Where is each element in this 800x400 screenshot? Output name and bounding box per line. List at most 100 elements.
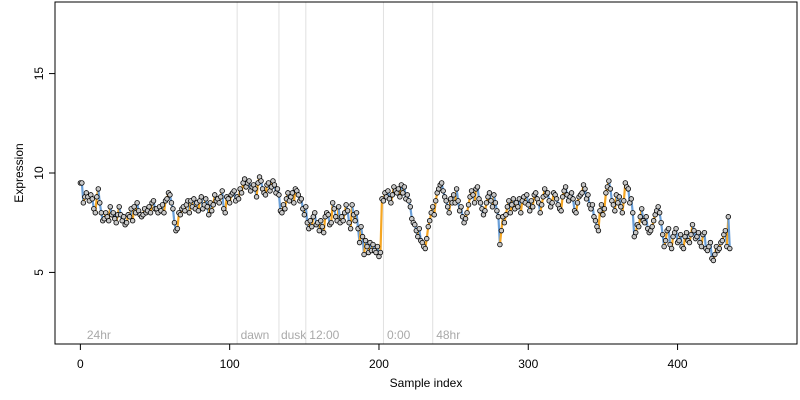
data-point	[126, 214, 133, 220]
data-point	[340, 218, 346, 224]
data-point	[559, 194, 566, 200]
data-point	[589, 202, 596, 208]
data-point	[97, 200, 103, 206]
data-point	[397, 194, 403, 200]
data-point	[316, 227, 322, 234]
data-point	[274, 186, 281, 192]
data-point	[231, 188, 237, 194]
data-point	[633, 229, 639, 236]
data-point	[147, 210, 154, 216]
data-point	[665, 225, 672, 232]
data-point	[482, 208, 488, 214]
data-point	[649, 223, 655, 230]
data-point	[544, 190, 551, 196]
data-point	[597, 208, 603, 214]
data-point	[601, 206, 608, 212]
data-point	[182, 208, 188, 214]
data-point	[195, 208, 202, 214]
data-point	[570, 196, 576, 202]
data-point	[329, 200, 336, 206]
data-point	[362, 237, 369, 244]
data-point	[471, 200, 478, 206]
data-point	[656, 210, 663, 216]
data-point	[301, 212, 308, 218]
data-point	[107, 204, 113, 210]
data-point	[404, 192, 411, 198]
data-point	[446, 210, 452, 216]
data-point	[325, 212, 331, 218]
data-point	[80, 200, 87, 206]
data-point	[106, 218, 112, 224]
data-point	[385, 188, 391, 194]
data-point	[683, 229, 690, 236]
data-point	[628, 196, 634, 202]
data-point	[610, 202, 617, 208]
data-point	[370, 241, 376, 248]
data-point	[659, 231, 666, 238]
x-tick-label: 400	[668, 357, 688, 371]
data-point	[497, 241, 503, 248]
data-point	[677, 231, 684, 238]
data-point	[346, 220, 352, 226]
data-point	[307, 218, 313, 224]
data-point	[253, 194, 260, 200]
data-point	[483, 200, 490, 206]
data-point	[527, 208, 533, 214]
data-point	[343, 202, 349, 208]
data-point	[262, 192, 269, 198]
data-point	[265, 180, 272, 186]
data-point	[695, 229, 702, 236]
data-point	[612, 208, 618, 214]
data-point	[549, 200, 555, 206]
data-point	[219, 188, 225, 194]
data-point	[79, 180, 85, 186]
data-point	[619, 210, 626, 216]
data-point	[92, 210, 99, 216]
data-point	[494, 208, 500, 214]
data-point	[506, 198, 512, 204]
data-point	[198, 194, 205, 200]
data-point	[719, 237, 726, 244]
data-point	[676, 237, 682, 244]
data-point	[458, 204, 464, 210]
data-point	[318, 218, 324, 224]
y-tick-label: 10	[32, 166, 46, 180]
data-point	[501, 220, 508, 226]
data-point	[637, 214, 643, 220]
data-point	[486, 190, 493, 196]
data-point	[110, 210, 116, 216]
data-point	[524, 192, 530, 198]
y-tick-label: 15	[32, 67, 46, 81]
annotation-labels: 24hr dawn dusk 12:00 0:00 48hr	[87, 328, 460, 342]
data-point	[289, 190, 296, 196]
data-point	[518, 210, 524, 216]
data-point	[504, 204, 511, 210]
data-point	[344, 208, 351, 214]
data-point	[425, 223, 431, 230]
data-point	[642, 220, 648, 226]
data-point	[443, 198, 449, 204]
data-point	[477, 200, 484, 206]
data-point	[388, 200, 394, 206]
data-point	[625, 186, 631, 192]
data-point	[123, 220, 130, 226]
data-point	[530, 204, 536, 210]
data-point	[431, 212, 437, 218]
data-point	[465, 202, 472, 208]
data-point	[400, 190, 406, 196]
data-point	[462, 216, 469, 222]
data-point	[574, 200, 581, 206]
data-point	[698, 243, 705, 250]
data-point	[191, 196, 197, 202]
data-point	[489, 204, 496, 210]
data-point	[295, 192, 302, 198]
data-point	[444, 204, 451, 210]
y-tick-label: 5	[32, 269, 46, 276]
data-point	[309, 223, 315, 230]
data-point	[440, 188, 446, 194]
data-point	[116, 204, 122, 210]
data-point	[470, 192, 476, 198]
data-point	[424, 235, 430, 242]
data-point	[689, 221, 696, 228]
